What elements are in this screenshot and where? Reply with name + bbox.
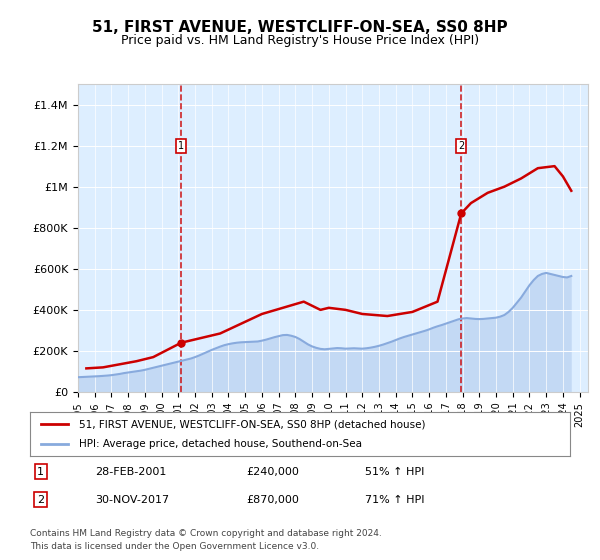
Text: £240,000: £240,000 <box>246 466 299 477</box>
Text: This data is licensed under the Open Government Licence v3.0.: This data is licensed under the Open Gov… <box>30 542 319 551</box>
Text: HPI: Average price, detached house, Southend-on-Sea: HPI: Average price, detached house, Sout… <box>79 439 362 449</box>
Text: £870,000: £870,000 <box>246 494 299 505</box>
Text: 1: 1 <box>178 141 184 151</box>
Text: Contains HM Land Registry data © Crown copyright and database right 2024.: Contains HM Land Registry data © Crown c… <box>30 529 382 538</box>
Text: 30-NOV-2017: 30-NOV-2017 <box>95 494 169 505</box>
Text: 28-FEB-2001: 28-FEB-2001 <box>95 466 166 477</box>
Text: 51, FIRST AVENUE, WESTCLIFF-ON-SEA, SS0 8HP: 51, FIRST AVENUE, WESTCLIFF-ON-SEA, SS0 … <box>92 20 508 35</box>
Text: 51% ↑ HPI: 51% ↑ HPI <box>365 466 424 477</box>
Text: 51, FIRST AVENUE, WESTCLIFF-ON-SEA, SS0 8HP (detached house): 51, FIRST AVENUE, WESTCLIFF-ON-SEA, SS0 … <box>79 419 425 429</box>
Text: 1: 1 <box>37 466 44 477</box>
Text: Price paid vs. HM Land Registry's House Price Index (HPI): Price paid vs. HM Land Registry's House … <box>121 34 479 46</box>
Text: 71% ↑ HPI: 71% ↑ HPI <box>365 494 424 505</box>
Text: 2: 2 <box>37 494 44 505</box>
Text: 2: 2 <box>458 141 464 151</box>
